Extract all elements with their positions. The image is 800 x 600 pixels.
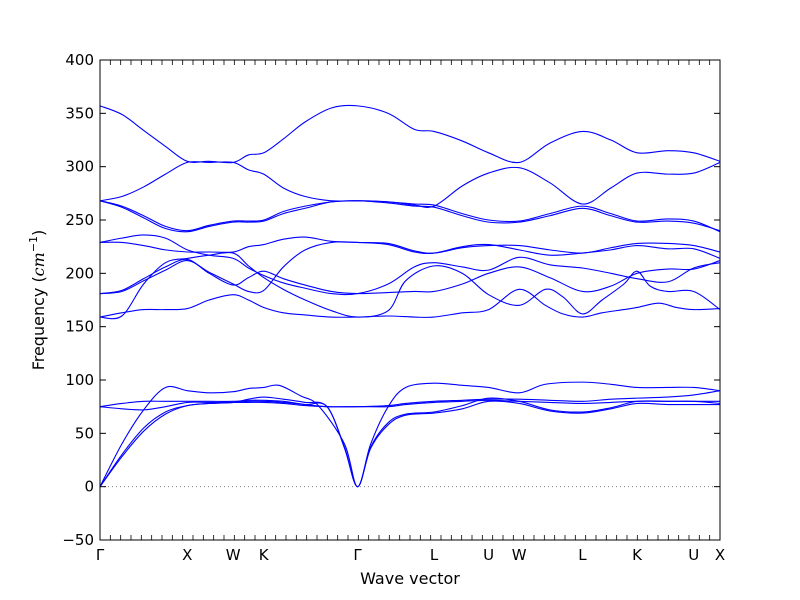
y-tick-label: −50 (62, 531, 94, 549)
y-tick-label: 400 (65, 51, 94, 69)
band-7 (100, 251, 720, 320)
y-axis-label-exponent: −1 (27, 236, 40, 252)
y-tick-label: 0 (84, 478, 94, 496)
y-tick-label: 50 (75, 424, 94, 442)
band-9 (100, 258, 720, 295)
x-tick-label: Γ (96, 546, 105, 564)
x-tick-label: L (430, 546, 439, 564)
band-3 (100, 400, 720, 488)
y-tick-label: 250 (65, 211, 94, 229)
y-tick-label: 350 (65, 104, 94, 122)
band-15 (100, 104, 720, 164)
band-10 (100, 234, 720, 296)
y-axis-label-unit: cm (29, 252, 48, 276)
x-tick-label: X (182, 546, 192, 564)
x-tick-label: X (715, 546, 725, 564)
band-14 (100, 160, 720, 208)
band-6 (100, 288, 720, 318)
y-axis-label: Frequency (cm−1) (27, 230, 48, 371)
y-tick-label: 150 (65, 318, 94, 336)
x-tick-label: U (688, 546, 699, 564)
x-tick-label: L (578, 546, 587, 564)
x-tick-label: W (226, 546, 241, 564)
band-2 (100, 396, 720, 488)
band-5 (100, 399, 720, 411)
y-tick-label: 200 (65, 264, 94, 282)
plot-area (100, 104, 720, 488)
x-tick-label: K (259, 546, 270, 564)
x-tick-label: Γ (353, 546, 362, 564)
y-tick-label: 300 (65, 158, 94, 176)
band-1 (100, 381, 720, 488)
x-axis-label: Wave vector (360, 569, 460, 588)
x-tick-label: K (632, 546, 643, 564)
band-11 (100, 236, 720, 254)
y-tick-label: 100 (65, 371, 94, 389)
band-13 (100, 200, 720, 232)
x-tick-label: W (512, 546, 527, 564)
x-tick-label: U (483, 546, 494, 564)
plot-frame (99, 59, 721, 541)
y-axis-label-text: Frequency (29, 288, 48, 371)
